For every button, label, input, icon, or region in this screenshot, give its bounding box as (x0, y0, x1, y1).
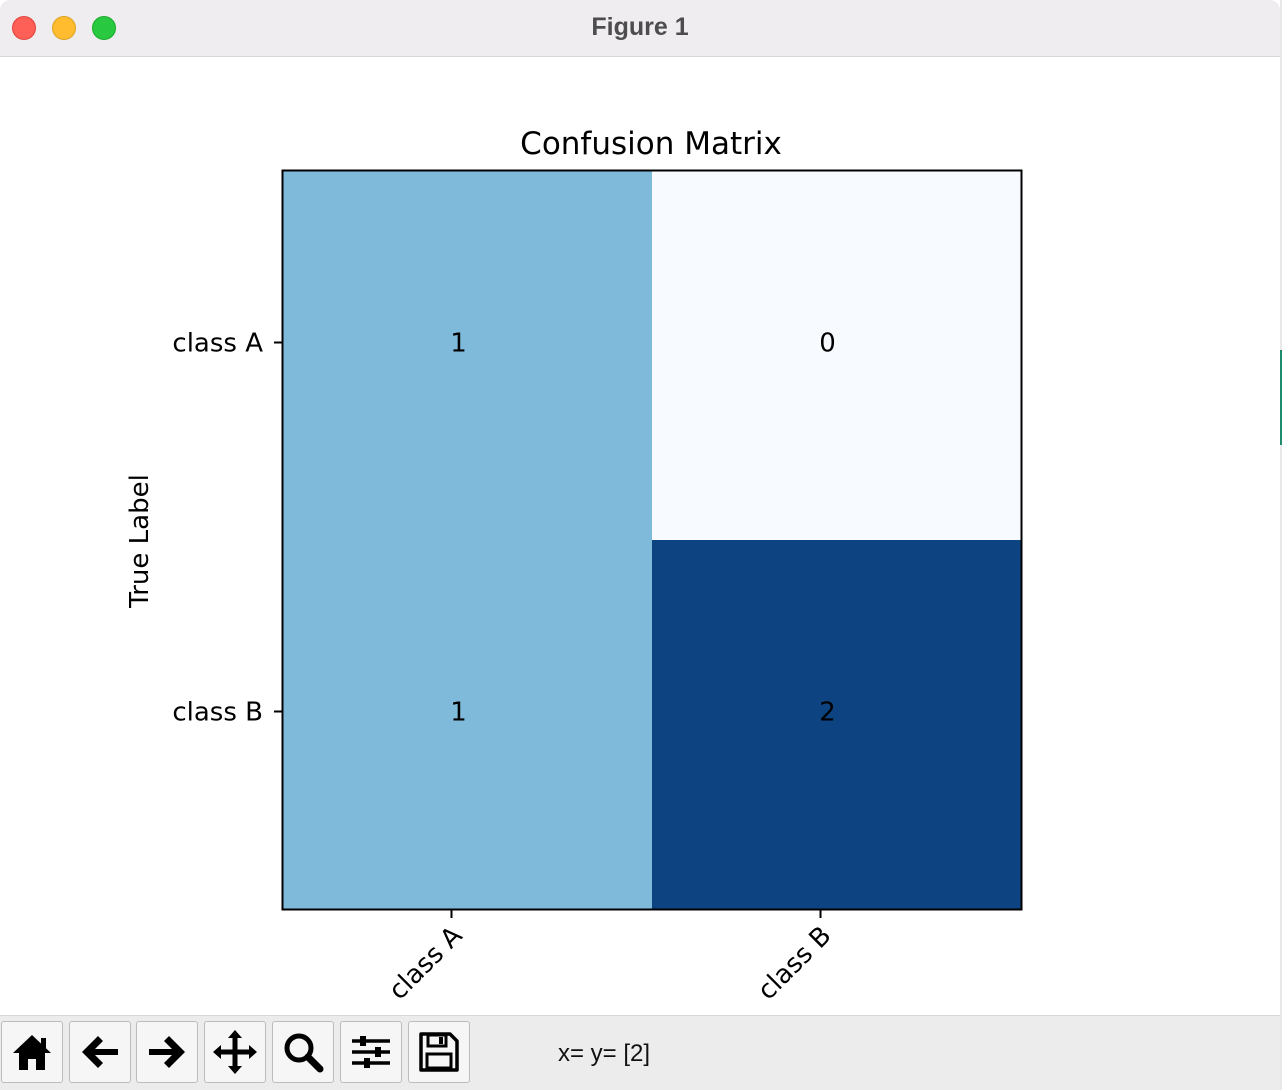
home-button[interactable] (1, 1021, 63, 1083)
window-title: Figure 1 (591, 13, 689, 41)
background-window-edge (1280, 0, 1282, 1090)
sliders-icon (352, 1036, 390, 1068)
magnifier-icon (284, 1033, 324, 1073)
pan-button[interactable] (204, 1021, 266, 1083)
y-tick-label: class B (172, 698, 263, 728)
cell-value-label: 0 (819, 329, 836, 359)
close-window-button[interactable] (12, 16, 36, 40)
forward-button[interactable] (136, 1021, 198, 1083)
x-tick-label: class B (752, 921, 837, 1006)
minimize-window-button[interactable] (52, 16, 76, 40)
title-bar: Figure 1 (0, 0, 1280, 57)
y-tick-label: class A (172, 329, 263, 359)
plot-frame (281, 169, 1023, 911)
background-window-edge-accent (1280, 350, 1282, 445)
x-tick-label: class A (383, 921, 468, 1006)
save-button[interactable] (408, 1021, 470, 1083)
arrow-right-icon (149, 1036, 185, 1068)
zoom-button[interactable] (272, 1021, 334, 1083)
cell-value-label: 2 (819, 698, 836, 728)
y-axis-label: True Label (125, 474, 155, 609)
floppy-disk-icon (419, 1032, 459, 1072)
figure-canvas[interactable]: Confusion Matrix True Label 1 0 1 2 class A… (0, 57, 1280, 1015)
home-icon (13, 1035, 51, 1070)
cell-value-label: 1 (450, 698, 467, 728)
matrix-cell (283, 171, 653, 541)
matrix-cell (652, 171, 1022, 541)
navigation-toolbar: x= y= [2] (0, 1015, 1280, 1090)
cell-value-label: 1 (450, 329, 467, 359)
zoom-window-button[interactable] (92, 16, 116, 40)
back-button[interactable] (69, 1021, 131, 1083)
configure-subplots-button[interactable] (340, 1021, 402, 1083)
move-icon (213, 1030, 257, 1074)
matrix-cell (652, 540, 1022, 910)
chart-title: Confusion Matrix (520, 126, 782, 162)
cursor-status-readout: x= y= [2] (558, 1040, 651, 1067)
arrow-left-icon (82, 1036, 118, 1068)
matrix-cell (283, 540, 653, 910)
confusion-matrix-chart: Confusion Matrix True Label 1 0 1 2 class A… (125, 126, 1023, 1006)
